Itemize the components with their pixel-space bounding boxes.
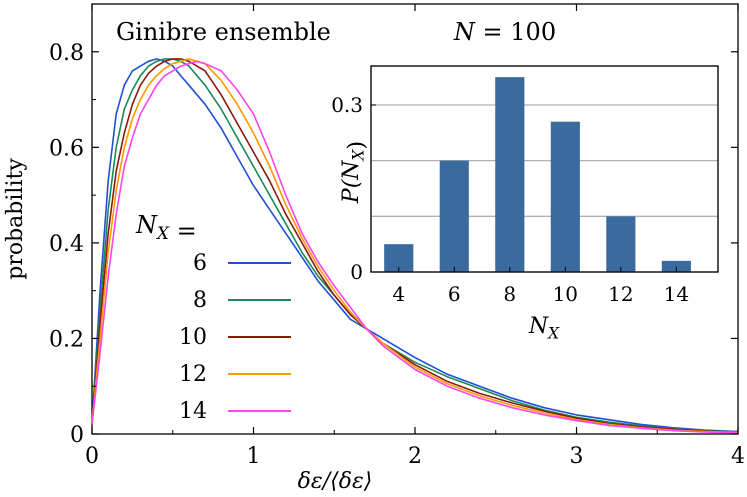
y-tick-label-0: 0: [70, 423, 84, 448]
inset-y-tick-label-0.3: 0.3: [331, 93, 363, 117]
inset-y-axis-label: P(NX): [339, 141, 370, 204]
legend-label-14: 14: [179, 399, 207, 424]
inset-title: N = 100: [453, 18, 556, 46]
y-tick-label-0.8: 0.8: [49, 41, 84, 66]
x-tick-label-0: 0: [85, 444, 99, 469]
inset-x-tick-label-8: 8: [503, 282, 516, 306]
inset-bar-8: [495, 77, 525, 272]
x-tick-label-4: 4: [731, 444, 745, 469]
y-tick-label-0.6: 0.6: [49, 136, 84, 161]
legend-label-10: 10: [179, 325, 207, 350]
x-tick-label-2: 2: [408, 444, 422, 469]
series-line-14: [91, 60, 739, 434]
inset-bar-14: [661, 260, 691, 272]
inset-bar-6: [439, 160, 469, 272]
inset-x-axis-label: NX: [528, 314, 560, 343]
inset-bar-10: [550, 121, 580, 272]
series-line-12: [91, 58, 739, 434]
inset-x-tick-label-4: 4: [392, 282, 405, 306]
legend-label-8: 8: [193, 288, 207, 313]
main-title: Ginibre ensemble: [116, 18, 331, 46]
x-tick-label-3: 3: [570, 444, 584, 469]
series-line-10: [91, 58, 739, 434]
main-chart: 0 1 2 3 400.20.40.60.8probabilityδε/⟨δε⟩Gini…: [3, 3, 745, 494]
inset-chart: 4 6 8 10 12 14 0 0.3 NX P(NX) N = 100: [331, 18, 719, 343]
inset-x-tick-label-12: 12: [608, 282, 633, 306]
y-tick-label-0.4: 0.4: [49, 232, 84, 257]
series-line-6: [91, 58, 739, 433]
y-axis-label: probability: [3, 158, 28, 280]
legend-label-6: 6: [193, 251, 207, 276]
legend-label-12: 12: [179, 362, 207, 387]
inset-plot-frame: [370, 65, 719, 273]
inset-x-tick-label-14: 14: [664, 282, 689, 306]
inset-x-tick-label-10: 10: [553, 282, 578, 306]
series-line-8: [91, 58, 739, 433]
x-axis-label: δε/⟨δε⟩: [298, 469, 373, 494]
legend-title: NX =: [135, 211, 197, 245]
inset-x-tick-label-6: 6: [448, 282, 461, 306]
y-tick-label-0.2: 0.2: [49, 327, 84, 352]
inset-plot-frame-border: [370, 65, 719, 273]
inset-y-tick-label-0: 0: [350, 260, 363, 284]
inset-bar-12: [606, 216, 636, 272]
x-tick-label-1: 1: [247, 444, 261, 469]
